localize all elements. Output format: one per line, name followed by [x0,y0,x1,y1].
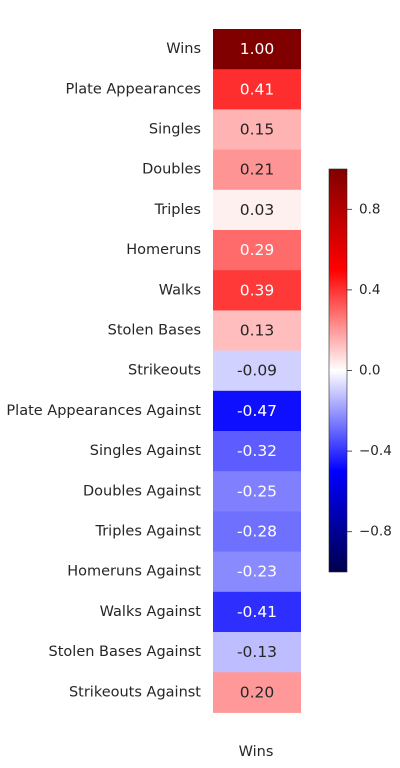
colorbar-gradient [328,168,348,573]
heatmap-cells [213,29,301,713]
cell-value-homeruns: 0.29 [240,241,275,259]
colorbar-tick-label: −0.4 [359,443,392,459]
cell-value-labels: 1.00 0.41 0.15 0.21 0.03 0.29 0.39 0.13 -0.09 -0.… [237,40,277,701]
colorbar-tick-label: 0.4 [359,282,380,298]
cell-value-walks-against: -0.41 [237,603,277,621]
row-label-plate-appearances-against: Plate Appearances Against [6,403,201,419]
colorbar-tick-label: 0.0 [359,363,380,379]
cell-value-triples: 0.03 [240,201,275,219]
heatmap-cell-doubles-against [213,471,301,512]
cell-value-doubles-against: -0.25 [237,482,277,500]
heatmap-cell-strikeouts-against [213,672,301,713]
heatmap-cell-stolen-bases-against [213,632,301,673]
row-label-strikeouts: Strikeouts [128,363,201,379]
row-label-doubles: Doubles [142,162,201,178]
cell-value-singles: 0.15 [240,121,275,139]
row-label-walks-against: Walks Against [100,604,202,620]
cell-value-strikeouts: -0.09 [237,362,277,380]
row-label-triples-against: Triples Against [94,524,201,540]
row-label-walks: Walks [159,282,201,298]
heatmap-cell-singles [213,109,301,151]
heatmap-cell-stolen-bases [213,310,301,352]
heatmap-cell-walks [213,270,301,311]
row-label-strikeouts-against: Strikeouts Against [69,684,201,700]
row-labels: Wins Plate Appearances Singles Doubles Tripl… [6,41,201,700]
row-label-homeruns-against: Homeruns Against [67,564,201,580]
row-label-triples: Triples [154,202,201,218]
cell-value-doubles: 0.21 [240,161,275,179]
cell-value-plate-appearances: 0.41 [240,80,275,98]
cell-value-stolen-bases-against: -0.13 [237,643,277,661]
row-label-singles: Singles [149,122,201,138]
heatmap-cell-plate-appearances [213,69,301,110]
row-label-stolen-bases-against: Stolen Bases Against [49,644,202,660]
cell-value-stolen-bases: 0.13 [240,322,275,340]
row-label-wins: Wins [166,41,201,57]
cell-value-triples-against: -0.28 [237,523,277,541]
heatmap-cell-singles-against [213,431,301,472]
row-label-homeruns: Homeruns [126,242,201,258]
heatmap-cell-walks-against [213,591,301,633]
cell-value-homeruns-against: -0.23 [237,563,277,581]
cell-value-plate-appearances-against: -0.47 [237,402,277,420]
colorbar-tick-label: −0.8 [359,524,392,540]
row-label-doubles-against: Doubles Against [83,483,201,499]
row-label-stolen-bases: Stolen Bases [108,323,201,339]
heatmap-cell-homeruns [213,230,301,271]
cell-value-walks: 0.39 [240,281,275,299]
x-tick-label-wins: Wins [239,744,274,760]
colorbar-tick-label: 0.8 [359,201,380,217]
heatmap-cell-triples-against [213,511,301,553]
cell-value-singles-against: -0.32 [237,442,277,460]
heatmap-cell-plate-appearances-against [213,390,301,432]
heatmap-cell-homeruns-against [213,551,301,593]
heatmap-cell-wins [213,29,301,70]
cell-value-strikeouts-against: 0.20 [240,683,275,701]
heatmap-cell-doubles [213,149,301,191]
cell-value-wins: 1.00 [240,40,275,58]
row-label-singles-against: Singles Against [90,443,202,459]
colorbar: 0.8 0.4 0.0 −0.4 −0.8 [328,168,392,573]
colorbar-ticks: 0.8 0.4 0.0 −0.4 −0.8 [347,201,392,540]
heatmap-cell-strikeouts [213,350,301,392]
heatmap-cell-triples [213,189,301,231]
row-label-plate-appearances: Plate Appearances [66,81,202,97]
